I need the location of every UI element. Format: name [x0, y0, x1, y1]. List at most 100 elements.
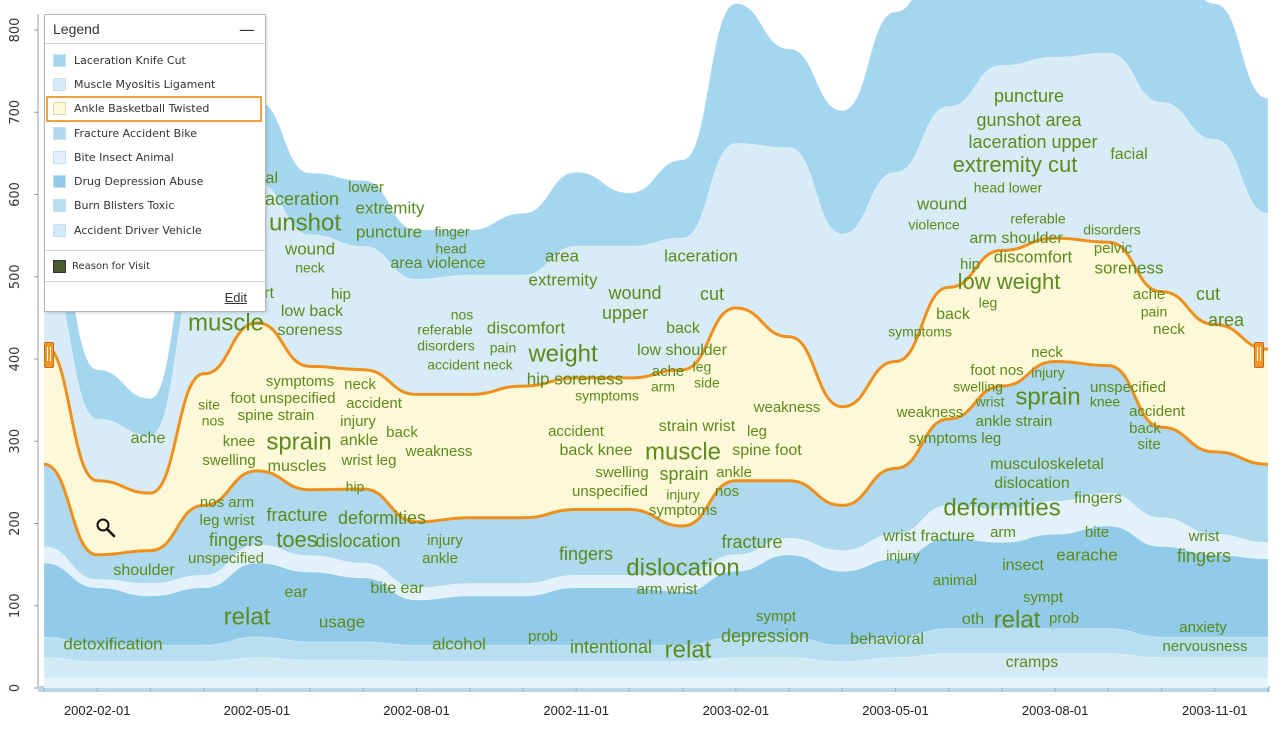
- word-label: usage: [319, 612, 365, 631]
- word-label: side: [694, 375, 720, 391]
- word-label: anxiety: [1179, 619, 1227, 636]
- word-label: wrist: [1188, 528, 1221, 545]
- legend-item-label: Fracture Accident Bike: [74, 126, 198, 140]
- y-tick-label: 700: [8, 100, 23, 125]
- word-label: ache: [131, 430, 166, 447]
- word-label: pelvic: [1094, 240, 1133, 257]
- highlight-upper-edge: [43, 236, 1269, 495]
- word-label: leg: [979, 295, 998, 311]
- word-label: puncture: [994, 86, 1064, 106]
- word-label: laceration: [664, 246, 738, 265]
- word-label: area violence: [390, 255, 485, 272]
- legend-divider: [45, 250, 265, 252]
- word-label: facial: [1110, 146, 1147, 163]
- word-label: ache: [652, 363, 685, 380]
- word-label: accident: [548, 423, 605, 440]
- x-tick-label: 2002-08-01: [383, 703, 450, 718]
- legend-swatch: [53, 126, 66, 140]
- word-label: deformities: [943, 494, 1060, 521]
- word-label: soreness: [278, 322, 343, 339]
- word-label: wound: [284, 239, 335, 258]
- legend-swatch: [53, 223, 66, 237]
- word-label: bite ear: [370, 580, 424, 597]
- legend-item-burn[interactable]: Burn Blisters Toxic: [45, 194, 265, 218]
- word-label: back knee: [560, 442, 633, 459]
- word-label: hip: [960, 256, 980, 273]
- word-label: low back: [281, 303, 344, 320]
- word-label: weakness: [405, 443, 473, 460]
- word-label: referable: [417, 322, 472, 338]
- word-label: head lower: [974, 180, 1043, 196]
- legend-item-ankle[interactable]: Ankle Basketball Twisted: [46, 95, 262, 122]
- highlight-outline: [43, 236, 1269, 557]
- y-tick-label: 600: [8, 182, 23, 207]
- legend-item-fracture[interactable]: Fracture Accident Bike: [45, 121, 265, 145]
- word-label: sprain: [266, 428, 331, 455]
- word-label: spine foot: [732, 442, 802, 459]
- word-label: wrist leg: [340, 452, 396, 469]
- legend-minimize-button[interactable]: —: [239, 19, 255, 39]
- word-label: cut: [700, 284, 724, 304]
- word-label: relat: [665, 636, 712, 663]
- word-label: disorders: [417, 338, 475, 354]
- word-label: accident neck: [427, 357, 514, 373]
- word-label: alcohol: [432, 634, 486, 653]
- word-label: low weight: [958, 269, 1061, 294]
- word-label: neck: [1031, 344, 1063, 361]
- legend-title: Legend: [53, 21, 100, 37]
- legend-edit-link[interactable]: Edit: [224, 290, 247, 305]
- word-label: muscles: [268, 458, 327, 475]
- word-label: fracture: [721, 532, 782, 552]
- word-label: low shoulder: [637, 342, 728, 359]
- word-label: gunshot area: [976, 110, 1082, 130]
- legend-item-laceration[interactable]: Laceration Knife Cut: [45, 48, 265, 72]
- legend-item-accident[interactable]: Accident Driver Vehicle: [45, 218, 265, 242]
- word-label: wrist: [975, 394, 1005, 410]
- word-label: knee: [1090, 394, 1121, 410]
- legend-items: Laceration Knife Cut Muscle Myositis Lig…: [45, 48, 265, 242]
- word-label: site: [198, 397, 220, 413]
- word-label: toes: [276, 527, 318, 552]
- legend-item-label: Muscle Myositis Ligament: [74, 77, 216, 91]
- range-handle-right[interactable]: [1254, 342, 1264, 368]
- word-label: sympt: [1023, 589, 1064, 606]
- legend-item-label: Drug Depression Abuse: [74, 175, 204, 189]
- word-label: strain wrist: [659, 418, 736, 435]
- word-label: muscle: [188, 309, 264, 336]
- legend-panel: Legend — Laceration Knife Cut Muscle Myo…: [44, 14, 266, 312]
- y-tick-label: 300: [8, 429, 23, 454]
- word-label: hip: [331, 286, 351, 303]
- word-label: upper: [602, 303, 648, 323]
- word-label: animal: [933, 572, 977, 589]
- legend-reason-item[interactable]: Reason for Visit: [45, 251, 265, 283]
- stream-layers: [43, 0, 1269, 688]
- word-label: back: [936, 306, 971, 323]
- word-label: injury: [1031, 365, 1064, 381]
- word-label: violence: [908, 217, 960, 233]
- word-label: arm: [990, 524, 1016, 541]
- legend-item-drug[interactable]: Drug Depression Abuse: [45, 169, 265, 193]
- legend-item-bite[interactable]: Bite Insect Animal: [45, 145, 265, 169]
- word-label: swelling: [953, 379, 1003, 395]
- stream-layer-1[interactable]: [43, 0, 1269, 436]
- word-label: swelling: [202, 452, 255, 469]
- word-label: back: [666, 320, 701, 337]
- range-handle-left[interactable]: [44, 342, 54, 368]
- word-label: wrist fracture: [882, 528, 975, 545]
- legend-swatch: [53, 150, 66, 164]
- y-tick-label: 100: [8, 593, 23, 618]
- word-label: dislocation: [626, 554, 739, 581]
- word-label: symptoms: [888, 324, 952, 340]
- word-label: back: [386, 424, 418, 441]
- highlight-lower-edge: [43, 359, 1269, 557]
- word-label: fingers: [1074, 490, 1122, 507]
- word-label: depression: [721, 626, 809, 646]
- word-label: fingers: [1177, 546, 1231, 566]
- word-label: ear: [284, 584, 308, 601]
- legend-item-muscle[interactable]: Muscle Myositis Ligament: [45, 72, 265, 96]
- x-tick-label: 2003-11-01: [1182, 703, 1248, 718]
- word-label: insect: [1002, 557, 1044, 574]
- word-label: sprain: [659, 464, 708, 484]
- word-label: area: [1208, 310, 1245, 330]
